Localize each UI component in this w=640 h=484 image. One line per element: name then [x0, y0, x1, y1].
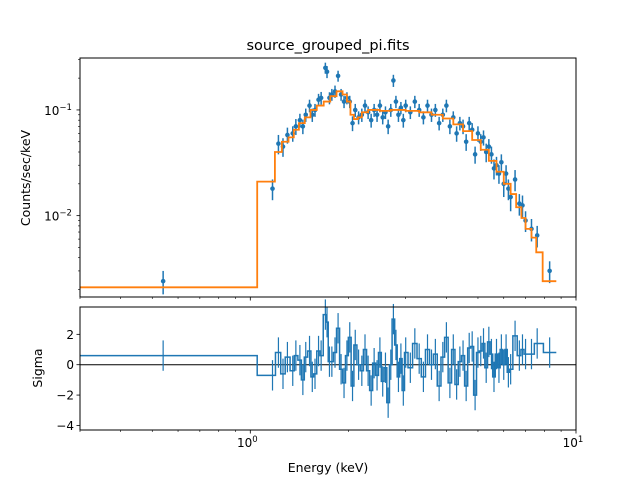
data-point	[475, 131, 481, 136]
bottom-axes-frame	[79, 306, 577, 431]
data-point	[503, 171, 509, 176]
data-point	[483, 149, 489, 155]
data-point	[297, 117, 303, 123]
data-point	[447, 124, 453, 129]
data-point	[396, 112, 401, 118]
data-point	[303, 112, 309, 118]
data-point	[421, 115, 426, 120]
data-point	[534, 233, 540, 238]
y-tick-label: 2	[66, 328, 74, 342]
data-point	[436, 120, 442, 126]
top-axes-frame	[79, 57, 577, 298]
data-point	[547, 268, 552, 274]
data-point	[300, 124, 306, 129]
data-point	[285, 132, 290, 138]
data-point	[335, 73, 341, 79]
data-point	[391, 78, 396, 83]
data-point	[385, 124, 391, 129]
y-tick-label: 10−1	[44, 103, 72, 118]
residual-line	[80, 313, 557, 404]
data-point	[403, 103, 408, 108]
chart-title: source_grouped_pi.fits	[246, 38, 409, 54]
y-tick-label: 10−2	[44, 209, 72, 224]
y-tick-label: −4	[56, 419, 74, 433]
data-point	[425, 103, 430, 108]
data-point	[293, 124, 299, 129]
y-tick-label: −2	[56, 389, 74, 403]
data-point	[463, 139, 469, 145]
data-point	[380, 115, 386, 120]
data-point	[307, 103, 312, 108]
data-point	[401, 117, 406, 123]
x-tick-label: 101	[563, 435, 584, 450]
data-point	[318, 95, 324, 101]
data-point	[374, 112, 380, 118]
data-point	[433, 107, 438, 113]
y-axis-label-bottom: Sigma	[30, 348, 45, 387]
data-point	[466, 120, 472, 126]
data-point	[499, 159, 504, 165]
data-point	[160, 278, 166, 284]
data-point	[486, 144, 492, 149]
data-point	[489, 152, 494, 157]
data-point	[276, 141, 281, 146]
data-point	[368, 117, 374, 123]
data-point	[412, 99, 418, 104]
y-axis-label-top: Counts/sec/keV	[18, 129, 33, 226]
data-point	[506, 186, 511, 191]
data-point	[270, 186, 275, 191]
x-tick-label: 100	[237, 435, 258, 450]
residual-axes: 100 101 2 0 −2 −4	[56, 299, 583, 450]
data-point	[393, 99, 399, 104]
data-point	[512, 177, 518, 182]
data-point	[352, 107, 358, 113]
data-point	[481, 135, 486, 140]
data-point	[491, 166, 497, 171]
data-point	[398, 105, 404, 111]
spectrum-axes: 10−1 10−2	[44, 57, 577, 301]
data-point	[341, 99, 347, 104]
y-tick-label: 0	[66, 358, 74, 372]
data-point	[362, 103, 368, 108]
data-point	[472, 152, 478, 157]
data-point	[324, 69, 330, 75]
model-line	[80, 90, 557, 289]
x-axis-label: Energy (keV)	[288, 460, 369, 475]
data-point	[350, 120, 355, 126]
data-point	[454, 131, 459, 136]
data-point	[508, 194, 513, 200]
data-point	[444, 103, 449, 108]
data-point	[377, 103, 383, 108]
